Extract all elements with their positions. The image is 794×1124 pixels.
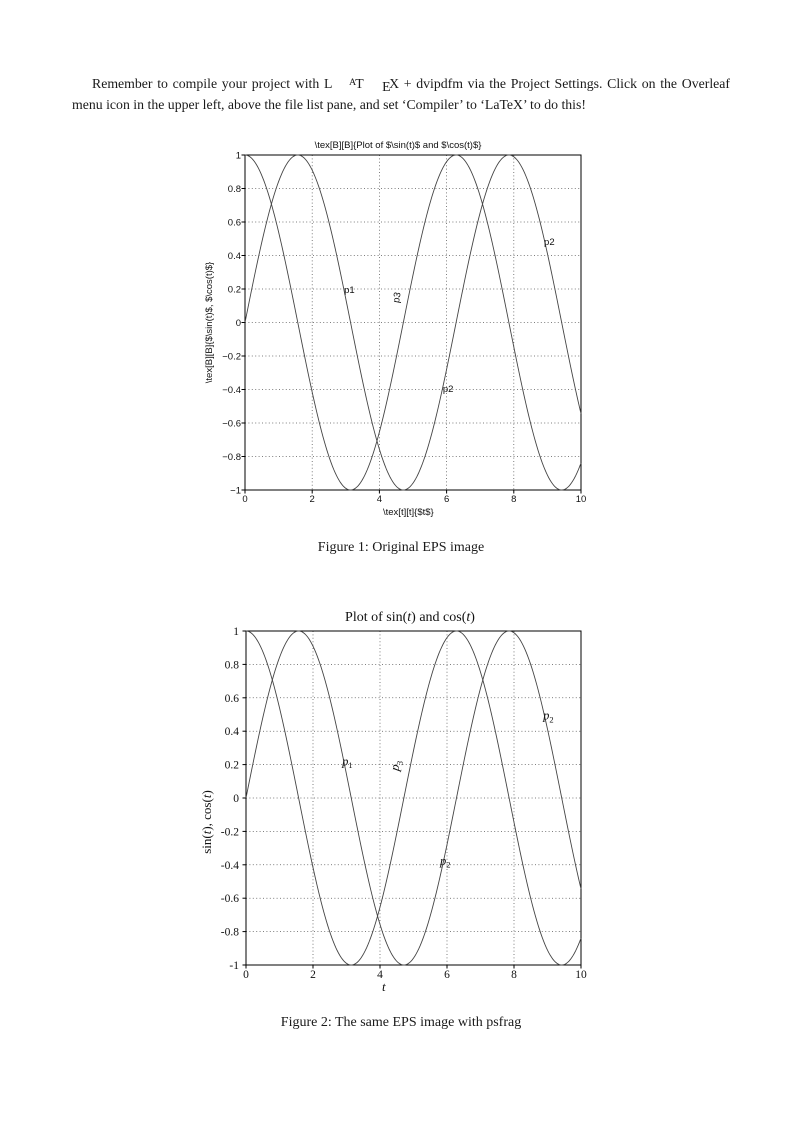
chart-title: Plot of sin(t) and cos(t) [345,610,475,625]
x-tick-label: 2 [310,969,316,981]
figure1-plot: 0 2 4 6 8 10 1 0.8 0.6 0.4 0.2 0 −0.2 −0.4 −0.6 −0.8 −1 \… [204,140,587,518]
y-tick-label: 0.6 [228,217,241,228]
y-tick-label: −1 [230,485,241,496]
y-tick-label: 0 [236,318,241,329]
x-tick-label: 4 [377,969,383,981]
curve-cos [245,630,582,966]
y-tick-label: 1 [236,150,241,161]
x-tick-label: 8 [511,494,516,505]
curve-sin [245,630,582,966]
chart-title: \tex[B][B]{Plot of $\sin(t)$ and $\cos(t… [315,140,482,151]
y-tick-label: 0.8 [225,659,240,671]
y-tick-label: 0.2 [225,760,240,772]
x-tick-label: 6 [444,969,450,981]
x-tick-label: 10 [575,969,587,981]
y-tick-label: -0.8 [221,927,239,939]
y-tick-label: −0.2 [222,351,241,362]
curve-annotation: p1 [341,754,353,770]
y-tick-label: 0.4 [228,251,241,262]
y-tick-label: -0.2 [221,826,239,838]
x-tick-label: 10 [576,494,587,505]
y-axis-label: \tex[B][B]{$\sin(t)$, $\cos(t)$} [204,262,215,383]
y-tick-label: 0.2 [228,284,241,295]
intro-paragraph: Remember to compile your project with L A… [72,74,730,114]
curve-annotation: p2 [542,709,554,725]
latex-logo-a: A [349,77,357,89]
y-tick-label: -0.4 [221,860,239,872]
x-tick-label: 0 [242,494,247,505]
x-tick-label: 2 [310,494,315,505]
intro-text-after: + dvipdfm via the Project Settings. Clic… [72,76,730,112]
latex-logo-e: E [382,78,391,94]
curve-annotation: p2 [439,854,451,870]
x-tick-label: 0 [243,969,249,981]
curve-annotation: p3 [387,759,405,773]
x-axis-label: \tex[t][t]{$t$} [383,507,434,518]
curve-annotation: p2 [443,384,454,395]
y-tick-label: -1 [229,960,239,972]
latex-logo-t: T [355,76,364,91]
curve-annotation: p2 [544,237,555,248]
curve-annotation: p3 [391,291,404,303]
y-tick-label: -0.6 [221,893,239,905]
y-axis-label: sin(t), cos(t) [199,790,214,854]
y-tick-label: 0 [233,793,239,805]
figure2-caption: Figure 2: The same EPS image with psfrag [280,1015,522,1030]
y-tick-label: 0.8 [228,184,241,195]
curve-annotation: p1 [344,285,355,296]
y-tick-label: 1 [233,626,239,638]
y-tick-label: 0.4 [225,726,240,738]
latex-logo: L AT EX [323,76,400,94]
y-tick-label: −0.8 [222,452,241,463]
intro-text-before: Remember to compile your project with [92,76,324,91]
x-tick-label: 6 [444,494,449,505]
x-axis-label: t [382,979,386,994]
curve-sin [244,154,582,491]
plot-box [244,154,582,491]
latex-logo-x: X [389,76,400,91]
y-tick-label: −0.6 [222,418,241,429]
x-tick-label: 4 [377,494,382,505]
y-tick-label: 0.6 [225,693,240,705]
x-tick-label: 8 [511,969,517,981]
latex-logo-l: L [323,76,333,91]
figure1-caption: Figure 1: Original EPS image [317,540,485,555]
figure2-plot: 0 2 4 6 8 10 1 0.8 0.6 0.4 0.2 0 -0.2 -0.4 -0.6 -0.8 -1 P… [199,610,587,994]
y-tick-label: −0.4 [222,385,241,396]
curve-cos [244,154,582,491]
